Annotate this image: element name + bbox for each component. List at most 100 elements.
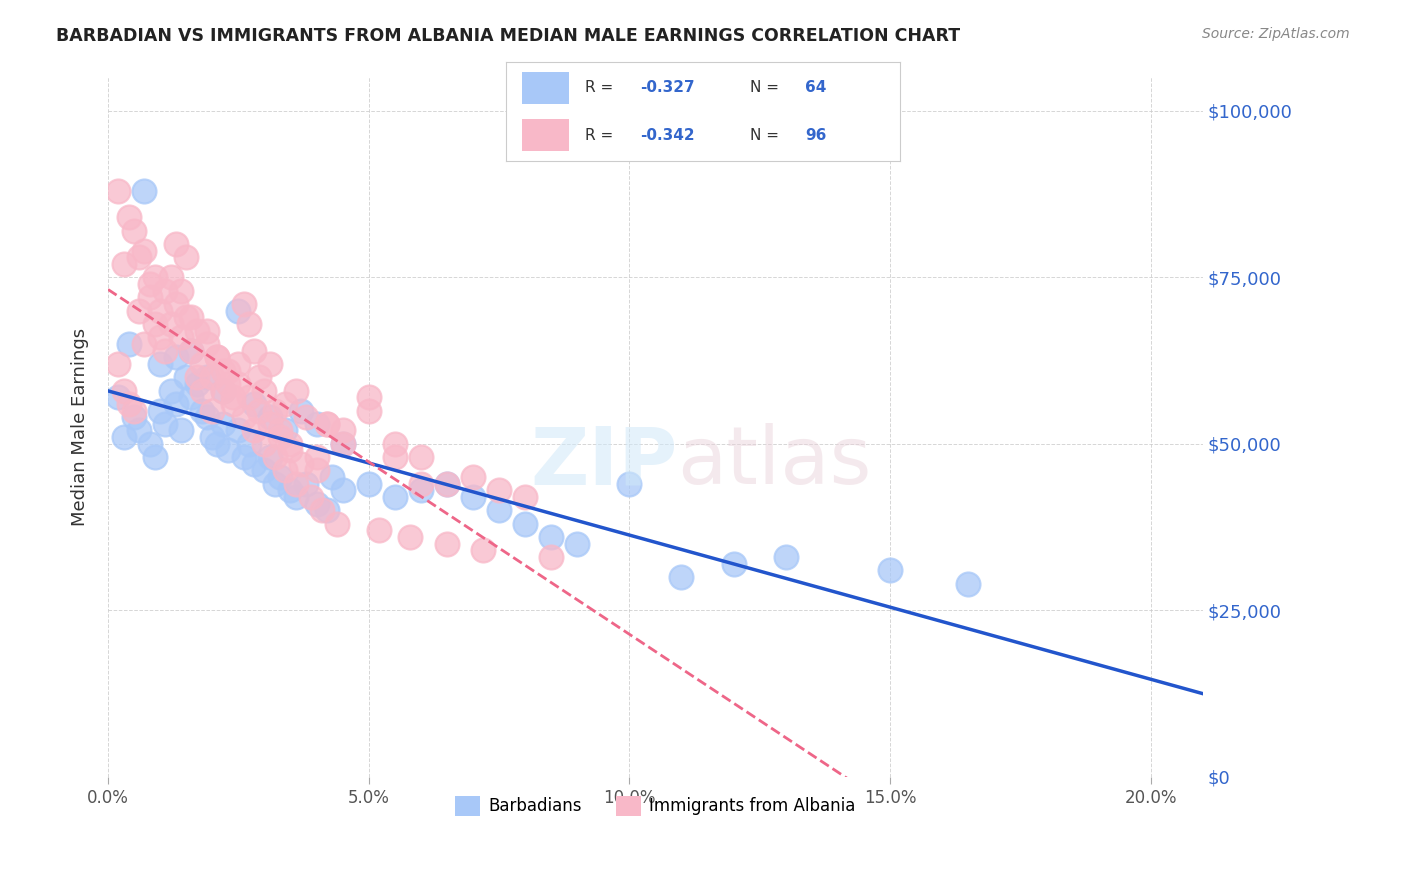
Point bbox=[128, 303, 150, 318]
Point bbox=[332, 437, 354, 451]
Point bbox=[332, 424, 354, 438]
Point bbox=[143, 450, 166, 464]
Point bbox=[299, 490, 322, 504]
Point bbox=[290, 403, 312, 417]
Point bbox=[513, 490, 536, 504]
Point bbox=[128, 250, 150, 264]
Point bbox=[305, 463, 328, 477]
Point bbox=[207, 437, 229, 451]
Point bbox=[316, 503, 339, 517]
Point bbox=[155, 417, 177, 431]
Point bbox=[879, 563, 901, 577]
Point bbox=[280, 443, 302, 458]
Point bbox=[274, 463, 297, 477]
Point bbox=[138, 277, 160, 291]
Text: R =: R = bbox=[585, 128, 619, 143]
Point bbox=[316, 417, 339, 431]
Point bbox=[155, 284, 177, 298]
Point bbox=[316, 417, 339, 431]
Text: ZIP: ZIP bbox=[530, 423, 678, 501]
Legend: Barbadians, Immigrants from Albania: Barbadians, Immigrants from Albania bbox=[447, 788, 863, 824]
Point bbox=[253, 463, 276, 477]
Point bbox=[195, 370, 218, 384]
Point bbox=[280, 437, 302, 451]
Point bbox=[274, 397, 297, 411]
Point bbox=[409, 483, 432, 498]
Point bbox=[191, 403, 214, 417]
Text: 96: 96 bbox=[806, 128, 827, 143]
Point bbox=[174, 370, 197, 384]
Point bbox=[165, 350, 187, 364]
Text: -0.342: -0.342 bbox=[640, 128, 695, 143]
Point bbox=[384, 490, 406, 504]
Point bbox=[461, 490, 484, 504]
Point bbox=[259, 417, 281, 431]
Point bbox=[232, 297, 254, 311]
Point bbox=[228, 376, 250, 391]
Point bbox=[118, 211, 141, 225]
Point bbox=[357, 403, 380, 417]
Point bbox=[134, 337, 156, 351]
Point bbox=[295, 476, 318, 491]
Text: BARBADIAN VS IMMIGRANTS FROM ALBANIA MEDIAN MALE EARNINGS CORRELATION CHART: BARBADIAN VS IMMIGRANTS FROM ALBANIA MED… bbox=[56, 27, 960, 45]
Point bbox=[128, 424, 150, 438]
Point bbox=[207, 350, 229, 364]
Point bbox=[195, 410, 218, 425]
FancyBboxPatch shape bbox=[522, 72, 569, 103]
Point bbox=[112, 430, 135, 444]
Point bbox=[217, 376, 239, 391]
Text: N =: N = bbox=[751, 80, 785, 95]
Point bbox=[332, 483, 354, 498]
Point bbox=[253, 384, 276, 398]
Point bbox=[143, 317, 166, 331]
Point bbox=[180, 343, 202, 358]
Text: N =: N = bbox=[751, 128, 785, 143]
Text: 64: 64 bbox=[806, 80, 827, 95]
Point bbox=[409, 450, 432, 464]
Point bbox=[201, 370, 224, 384]
Point bbox=[211, 384, 233, 398]
Point bbox=[149, 303, 172, 318]
Point bbox=[211, 417, 233, 431]
Point bbox=[222, 390, 245, 404]
Point bbox=[165, 397, 187, 411]
Point bbox=[217, 363, 239, 377]
Point bbox=[269, 430, 291, 444]
Point bbox=[149, 330, 172, 344]
Point bbox=[775, 549, 797, 564]
Point bbox=[259, 410, 281, 425]
Point bbox=[112, 384, 135, 398]
Point bbox=[284, 384, 307, 398]
Point bbox=[201, 403, 224, 417]
Point bbox=[207, 350, 229, 364]
Point bbox=[238, 390, 260, 404]
Point bbox=[107, 390, 129, 404]
Point bbox=[138, 437, 160, 451]
Point bbox=[384, 437, 406, 451]
Point bbox=[170, 330, 193, 344]
Point bbox=[195, 324, 218, 338]
Point bbox=[143, 270, 166, 285]
Point bbox=[357, 476, 380, 491]
Point bbox=[368, 524, 391, 538]
Point bbox=[165, 297, 187, 311]
Point bbox=[217, 443, 239, 458]
Point bbox=[247, 403, 270, 417]
Point bbox=[159, 270, 181, 285]
Point bbox=[211, 363, 233, 377]
Point bbox=[107, 184, 129, 198]
Point bbox=[259, 357, 281, 371]
Point bbox=[186, 370, 208, 384]
Point bbox=[170, 424, 193, 438]
Point bbox=[305, 417, 328, 431]
Point bbox=[305, 497, 328, 511]
Text: R =: R = bbox=[585, 80, 619, 95]
Point bbox=[247, 370, 270, 384]
Point bbox=[134, 184, 156, 198]
Point bbox=[290, 457, 312, 471]
Point bbox=[513, 516, 536, 531]
Point bbox=[195, 337, 218, 351]
Point bbox=[159, 384, 181, 398]
Point bbox=[170, 284, 193, 298]
Point bbox=[243, 397, 266, 411]
